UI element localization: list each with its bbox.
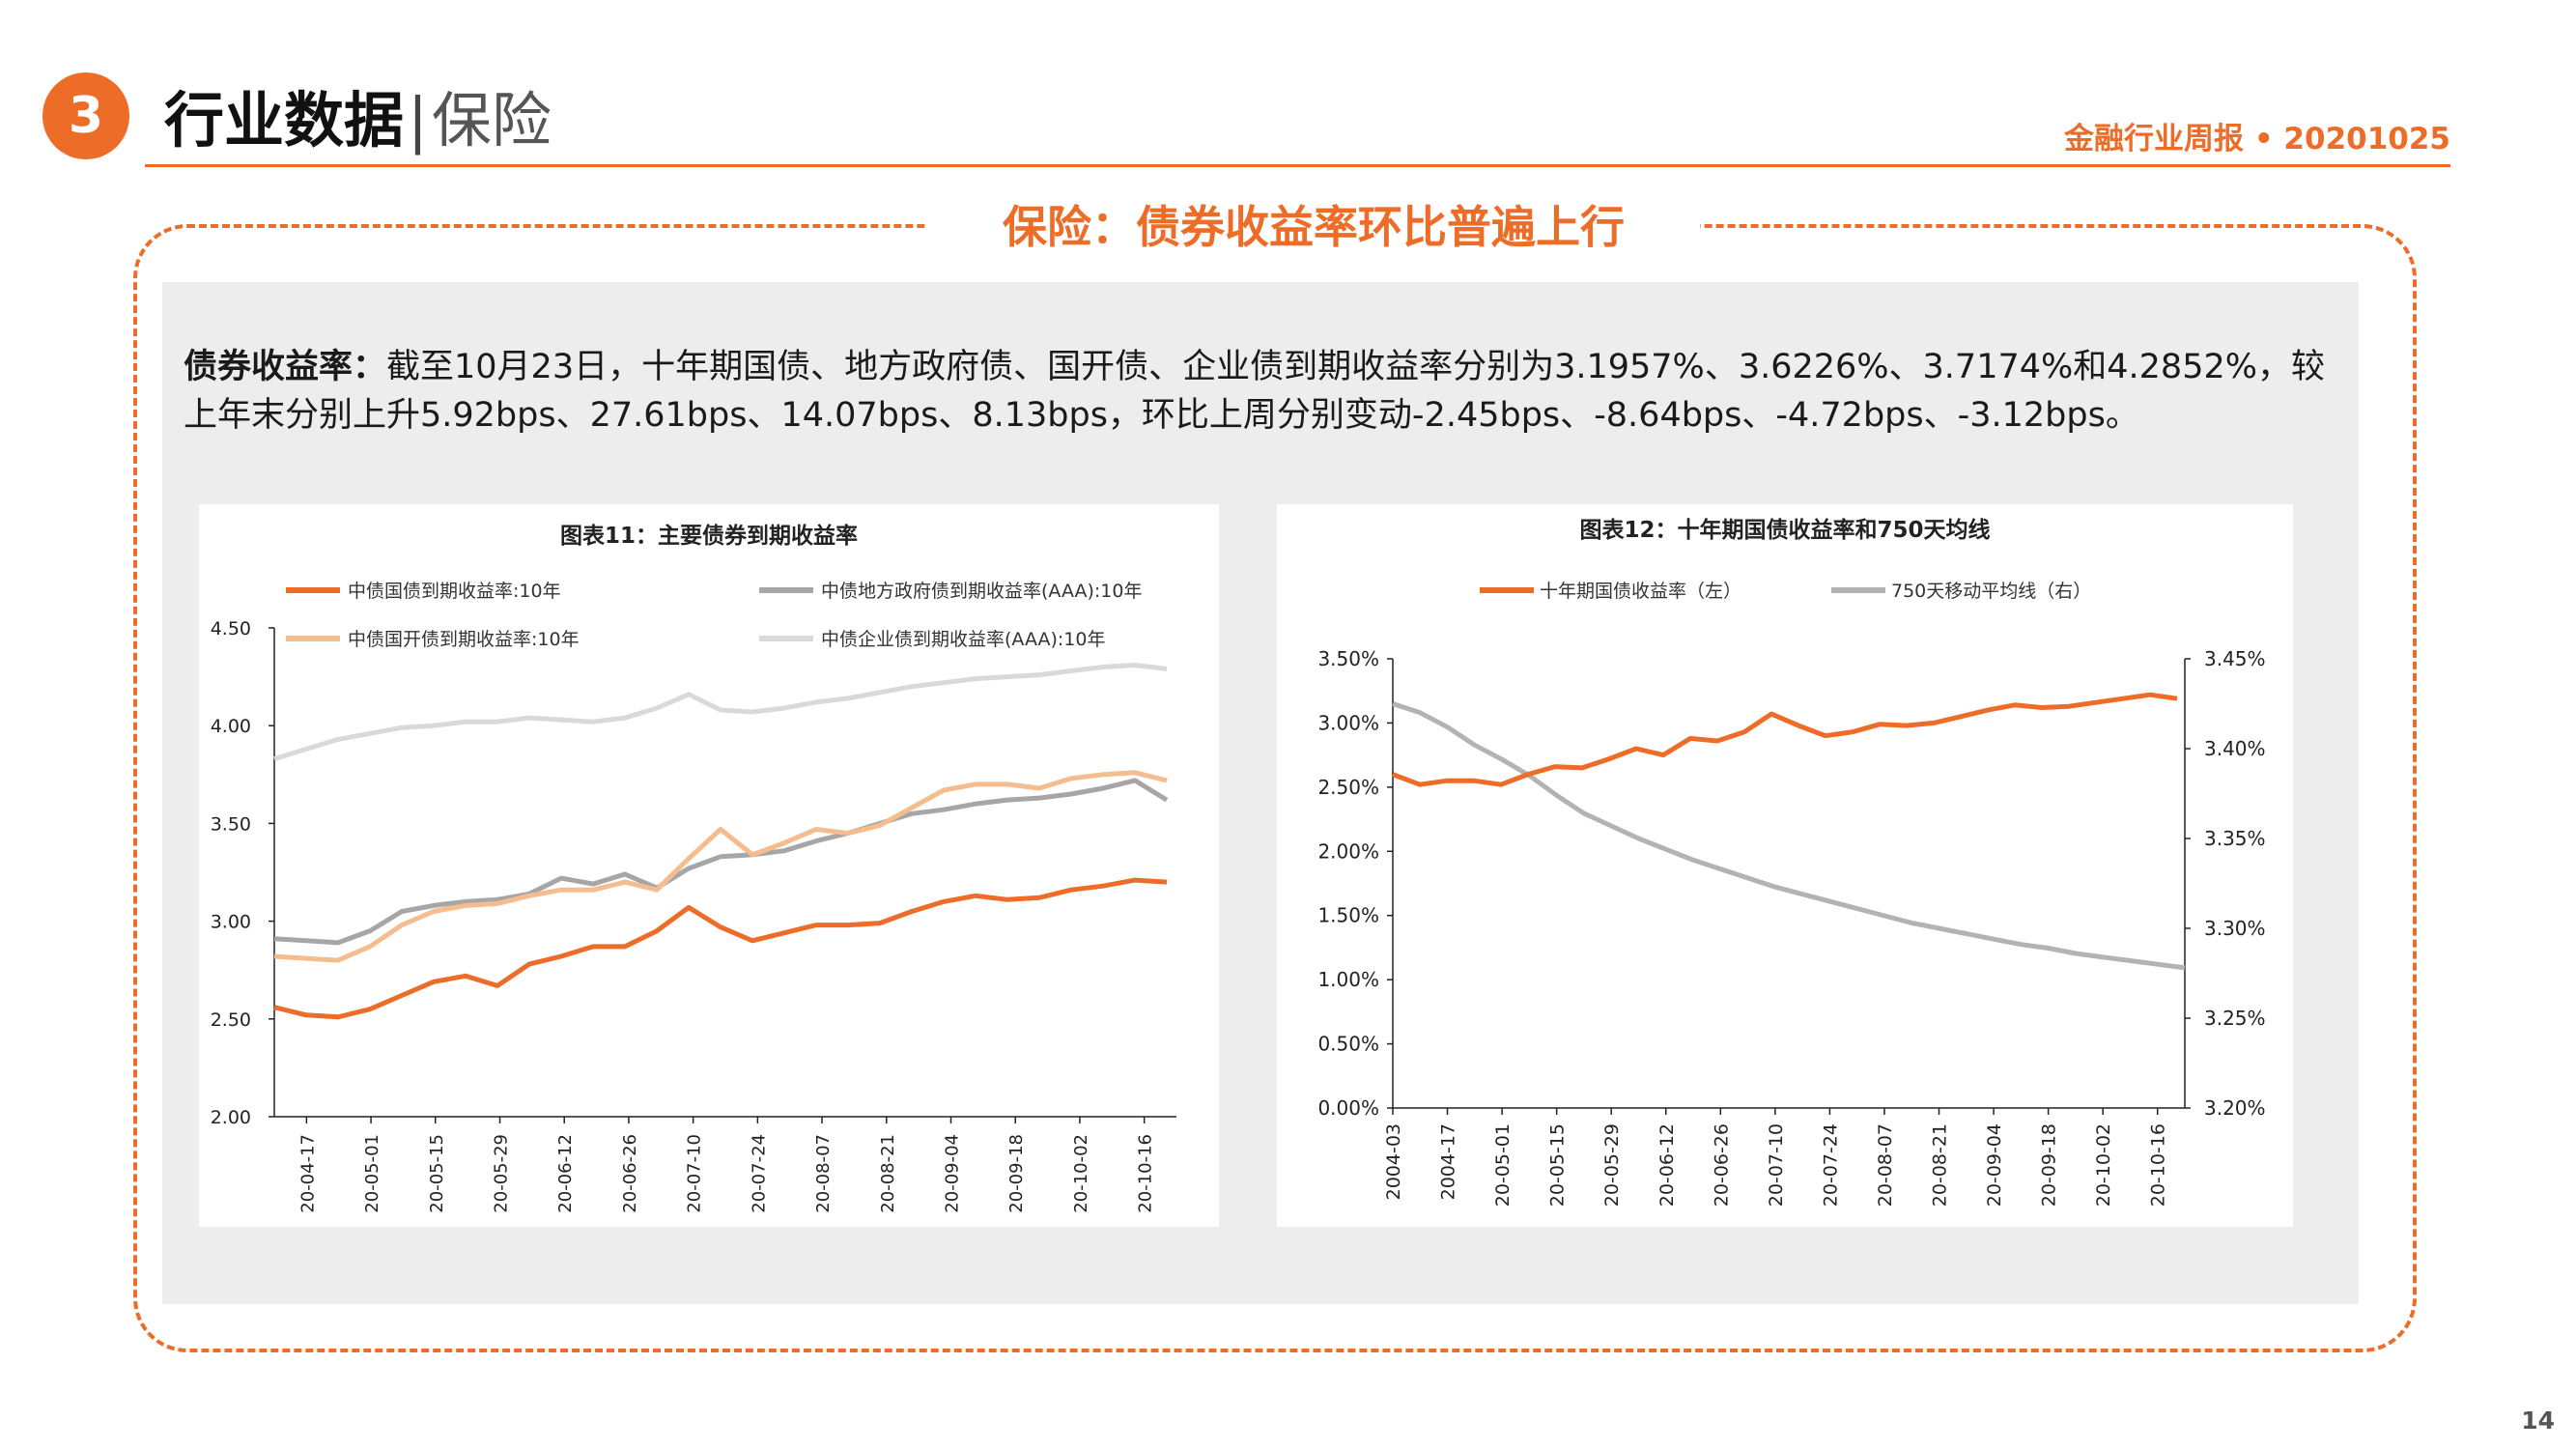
page-number: 14 (2521, 1406, 2555, 1435)
y-tick-label: 2.00 (211, 1107, 251, 1128)
x-tick-label: 20-08-21 (878, 1134, 898, 1213)
x-tick-label: 20-09-04 (943, 1134, 963, 1213)
x-tick-label: 20-05-15 (427, 1134, 447, 1213)
x-tick-label: 20-10-16 (2148, 1123, 2169, 1207)
frame-title: 保险：债券收益率环比普遍上行 (927, 193, 1700, 261)
y-tick-label: 2.50 (211, 1009, 251, 1031)
y-tick-label: 3.00 (211, 912, 251, 933)
legend-label: 750天移动平均线（右） (1891, 581, 2091, 602)
x-tick-label: 20-06-26 (620, 1134, 640, 1213)
report-tag: 金融行业周报 • 20201025 (2064, 122, 2450, 156)
x-tick-label: 20-05-01 (1492, 1123, 1514, 1207)
section-title: 行业数据|保险 (164, 77, 552, 164)
x-tick-label: 20-05-01 (362, 1134, 382, 1213)
x-tick-label: 20-07-10 (1766, 1123, 1787, 1207)
x-tick-label: 20-07-24 (1820, 1123, 1841, 1207)
y-tick-label: 3.50 (211, 813, 251, 835)
treasury-ma-chart-card: 图表12：十年期国债收益率和750天均线十年期国债收益率（左） 750天移动平均线… (1277, 504, 2293, 1227)
y-tick-label-right: 3.40% (2204, 737, 2266, 760)
legend-label: 中债地方政府债到期收益率(AAA):10年 (821, 581, 1142, 602)
y-tick-label: 4.00 (211, 716, 251, 737)
summary-text: 截至10月23日，十年期国债、地方政府债、国开债、企业债到期收益率分别为3.19… (184, 348, 2325, 435)
x-tick-label: 20-09-18 (2039, 1123, 2060, 1207)
y-tick-label-left: 1.50% (1317, 904, 1379, 927)
legend-label: 中债企业债到期收益率(AAA):10年 (821, 629, 1105, 650)
chart-title: 图表12：十年期国债收益率和750天均线 (1579, 517, 1990, 543)
x-tick-label: 20-05-29 (492, 1134, 512, 1213)
x-tick-label: 2004-17 (1438, 1123, 1459, 1200)
y-tick-label-right: 3.20% (2204, 1096, 2266, 1120)
y-tick-label-right: 3.35% (2204, 827, 2266, 850)
y-tick-label-left: 0.50% (1317, 1033, 1379, 1056)
bond-yields-chart-card: 图表11：主要债券到期收益率中债国债到期收益率:10年 中债地方政府债到期收益率(… (199, 504, 1219, 1227)
y-tick-label-left: 1.00% (1317, 968, 1379, 991)
series-line-yield (1392, 692, 2178, 787)
series-line (273, 778, 1169, 946)
series-line (273, 770, 1168, 963)
x-tick-label: 20-04-17 (297, 1134, 318, 1213)
title-separator: | (408, 85, 428, 156)
legend-label: 中债国开债到期收益率:10年 (348, 629, 580, 650)
x-tick-label: 20-09-18 (1006, 1134, 1027, 1213)
y-tick-label-left: 3.00% (1317, 711, 1379, 734)
y-tick-label-left: 3.50% (1317, 647, 1379, 670)
y-tick-label-left: 2.00% (1317, 839, 1379, 863)
x-tick-label: 20-09-04 (1984, 1123, 2005, 1207)
header-divider (145, 164, 2450, 167)
x-tick-label: 20-05-15 (1547, 1123, 1569, 1207)
chart-title: 图表11：主要债券到期收益率 (560, 523, 858, 549)
x-tick-label: 20-10-16 (1136, 1134, 1156, 1213)
section-number-badge: 3 (42, 72, 129, 159)
y-tick-label-right: 3.30% (2204, 917, 2266, 940)
section-title-main: 行业数据 (164, 85, 405, 156)
y-tick-label-right: 3.45% (2204, 647, 2266, 670)
x-tick-label: 20-08-07 (813, 1134, 834, 1213)
summary-paragraph: 债券收益率：截至10月23日，十年期国债、地方政府债、国开债、企业债到期收益率分… (184, 343, 2357, 440)
x-tick-label: 20-10-02 (2093, 1123, 2114, 1207)
y-tick-label-right: 3.25% (2204, 1007, 2266, 1030)
series-line-ma (1392, 701, 2186, 971)
legend-label: 中债国债到期收益率:10年 (348, 581, 561, 602)
x-tick-label: 20-07-10 (685, 1134, 705, 1213)
x-tick-label: 20-06-12 (1656, 1123, 1678, 1207)
x-tick-label: 20-06-12 (555, 1134, 576, 1213)
section-subtitle: 保险 (431, 85, 552, 156)
x-tick-label: 20-08-07 (1875, 1123, 1896, 1207)
x-tick-label: 20-05-29 (1601, 1123, 1623, 1207)
y-tick-label: 4.50 (211, 618, 251, 639)
series-line (273, 877, 1168, 1020)
x-tick-label: 20-06-26 (1711, 1123, 1732, 1207)
series-line (273, 663, 1168, 761)
y-tick-label-left: 2.50% (1317, 776, 1379, 799)
x-tick-label: 2004-03 (1383, 1123, 1404, 1200)
x-tick-label: 20-07-24 (749, 1134, 769, 1213)
legend-label: 十年期国债收益率（左） (1540, 581, 1741, 602)
x-tick-label: 20-08-21 (1930, 1123, 1951, 1207)
x-tick-label: 20-10-02 (1071, 1134, 1091, 1213)
y-tick-label-left: 0.00% (1317, 1096, 1379, 1120)
summary-lead: 债券收益率： (184, 348, 387, 386)
